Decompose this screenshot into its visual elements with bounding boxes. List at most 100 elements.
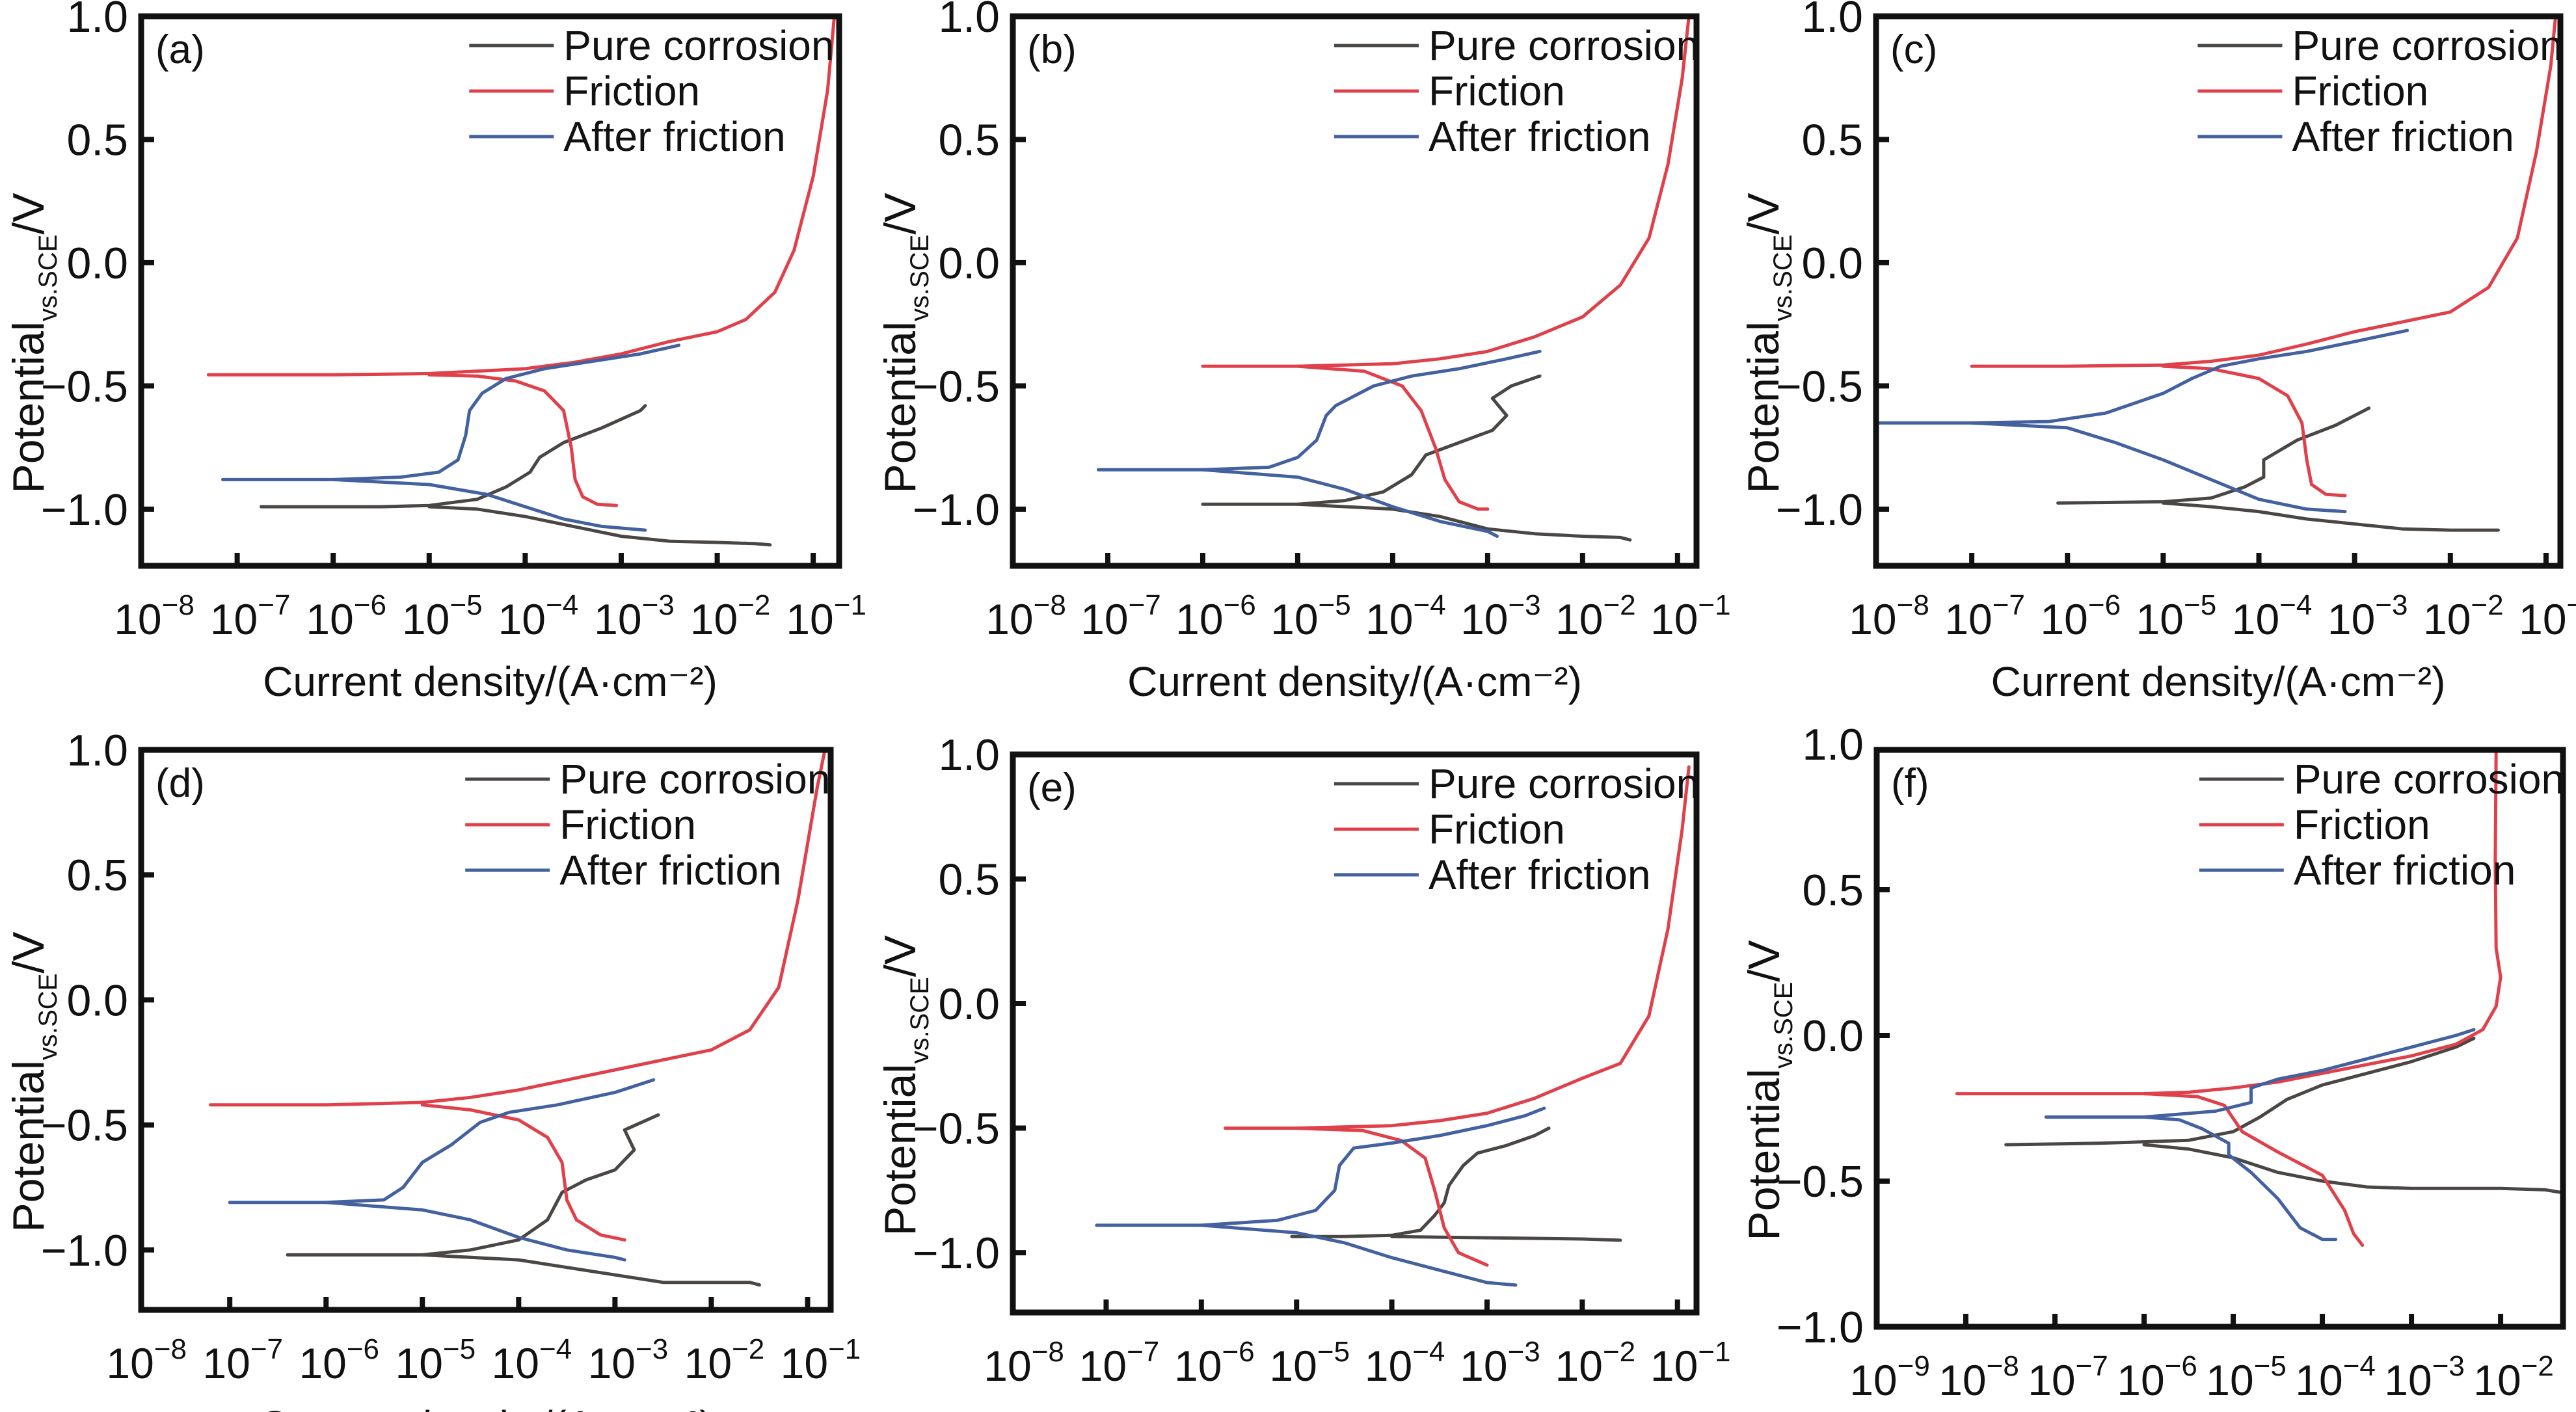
curve-anodic-branch: [286, 1113, 660, 1257]
curve-anodic-branch: [2056, 406, 2371, 505]
x-tick-label: 10−5: [1270, 589, 1351, 643]
legend-label: Friction: [1429, 806, 1565, 853]
panel-label: (d): [155, 761, 205, 806]
y-tick-label: 0.0: [938, 239, 1000, 288]
x-axis-label: Current density/(A·cm⁻²): [1991, 658, 2446, 705]
legend-label: Friction: [563, 68, 700, 114]
curve-cathodic-branch: [1200, 1223, 1518, 1287]
x-tick-label: 10−5: [395, 1333, 476, 1387]
y-tick-label: −0.5: [41, 362, 128, 411]
legend-label: After friction: [1429, 851, 1650, 898]
x-tick-label: 10−3: [1460, 589, 1541, 643]
y-tick-label: −1.0: [41, 1226, 128, 1275]
y-tick-label: −0.5: [913, 362, 1000, 411]
y-tick-label: −0.5: [41, 1101, 128, 1151]
y-tick-label: −1.0: [913, 485, 1000, 535]
y-tick-label: 0.5: [66, 115, 128, 165]
x-tick-label: 10−8: [106, 1333, 187, 1387]
y-tick-label: 1.0: [938, 0, 1000, 42]
y-tick-label: 0.0: [1802, 1011, 1864, 1061]
series-friction: [1970, 14, 2558, 498]
panel-label: (e): [1027, 766, 1077, 810]
series-friction: [1201, 14, 1691, 511]
legend-label: After friction: [2292, 113, 2514, 160]
curve-anodic-branch: [1970, 14, 2558, 368]
x-tick-label: 10−8: [984, 1336, 1064, 1390]
curve-cathodic-branch: [1970, 421, 2347, 514]
legend-label: Pure corrosion: [2294, 756, 2564, 803]
curve-anodic-branch: [1201, 14, 1691, 368]
y-tick-label: 1.0: [66, 726, 128, 775]
curve-cathodic-branch: [2142, 1092, 2365, 1247]
curve-anodic-branch: [2004, 1037, 2476, 1147]
y-axis-label: Potentialvs.SCE/V: [1739, 940, 1798, 1241]
curve-anodic-branch: [209, 748, 827, 1107]
x-tick-label: 10−6: [306, 589, 386, 643]
y-tick-label: −1.0: [1777, 1303, 1864, 1352]
series-after-friction: [1096, 349, 1542, 538]
curve-anodic-branch: [206, 14, 837, 377]
chart-panel-d: 1.0 0.5 0.0 −0.5 −1.0 10−8 10−7 10−6 10−5 10−4 10−…: [4, 726, 861, 1412]
series-pure-corrosion: [2004, 1037, 2565, 1195]
y-tick-label: 1.0: [1802, 720, 1864, 769]
x-tick-label: 10−4: [2295, 1350, 2376, 1404]
x-tick-label: 10−8: [986, 589, 1066, 643]
x-tick-label: 10−8: [1849, 589, 1929, 643]
y-tick-label: 0.5: [66, 851, 128, 900]
x-tick-label: 10−9: [1849, 1350, 1930, 1404]
plot-frame: [1010, 13, 1700, 569]
curve-cathodic-branch: [420, 1253, 761, 1287]
x-tick-label: 10−6: [2040, 589, 2121, 643]
x-tick-label: 10−2: [1555, 1336, 1636, 1390]
y-axis-label: Potentialvs.SCE/V: [876, 935, 934, 1236]
panel-label: (b): [1027, 27, 1077, 72]
y-axis-label: Potentialvs.SCE/V: [4, 193, 62, 494]
series-after-friction: [1095, 1106, 1546, 1287]
x-tick-label: 10−8: [1939, 1350, 2019, 1404]
chart-panel-b: 1.0 0.5 0.0 −0.5 −1.0 10−8 10−7 10−6 10−5 10−4 10−…: [876, 0, 1731, 705]
x-tick-label: 10−1: [781, 1333, 861, 1387]
x-tick-label: 10−2: [1555, 589, 1636, 643]
x-tick-label: 10−4: [2232, 589, 2313, 643]
x-tick-label: 10−5: [1269, 1336, 1350, 1390]
plot-frame: [138, 13, 842, 569]
curve-anodic-branch: [221, 343, 680, 481]
x-tick-label: 10−3: [588, 1333, 669, 1387]
x-tick-label: 10−1: [1650, 1336, 1731, 1390]
x-tick-label: 10−5: [2206, 1350, 2287, 1404]
x-tick-label: 10−4: [1365, 1336, 1445, 1390]
y-tick-label: −1.0: [1776, 485, 1863, 535]
curve-cathodic-branch: [331, 477, 647, 532]
curve-anodic-branch: [2044, 1028, 2476, 1119]
panel-label: (f): [1891, 761, 1929, 806]
legend-label: After friction: [559, 847, 781, 894]
curve-anodic-branch: [1095, 1106, 1546, 1227]
curve-anodic-branch: [228, 1078, 656, 1205]
y-tick-label: 0.5: [1802, 866, 1864, 915]
legend-label: After friction: [563, 113, 785, 160]
legend-label: Pure corrosion: [563, 22, 834, 69]
x-tick-label: 10−7: [1080, 589, 1161, 643]
y-tick-label: 0.0: [66, 976, 128, 1025]
y-tick-label: −0.5: [913, 1104, 1000, 1154]
y-tick-label: 0.5: [938, 855, 1000, 905]
x-tick-label: 10−2: [2473, 1350, 2554, 1404]
x-tick-label: 10−3: [2328, 589, 2408, 643]
x-tick-label: 10−3: [2384, 1350, 2465, 1404]
y-tick-label: 1.0: [938, 730, 1000, 780]
series-pure-corrosion: [286, 1113, 761, 1287]
legend-label: Pure corrosion: [559, 756, 830, 803]
x-tick-label: 10−7: [2028, 1350, 2108, 1404]
curve-cathodic-branch: [420, 1103, 626, 1242]
y-tick-label: −1.0: [913, 1229, 1000, 1278]
x-tick-label: 10−8: [114, 589, 195, 643]
panel-label: (c): [1890, 27, 1937, 72]
y-tick-label: 0.0: [66, 239, 128, 288]
chart-panel-f: 1.00.50.0−0.5−1.010−9 10−8 10−7 10−6 10−5 10−…: [1739, 720, 2566, 1404]
curve-cathodic-branch: [2161, 501, 2500, 532]
y-tick-label: 1.0: [66, 0, 128, 42]
curve-cathodic-branch: [427, 505, 772, 547]
